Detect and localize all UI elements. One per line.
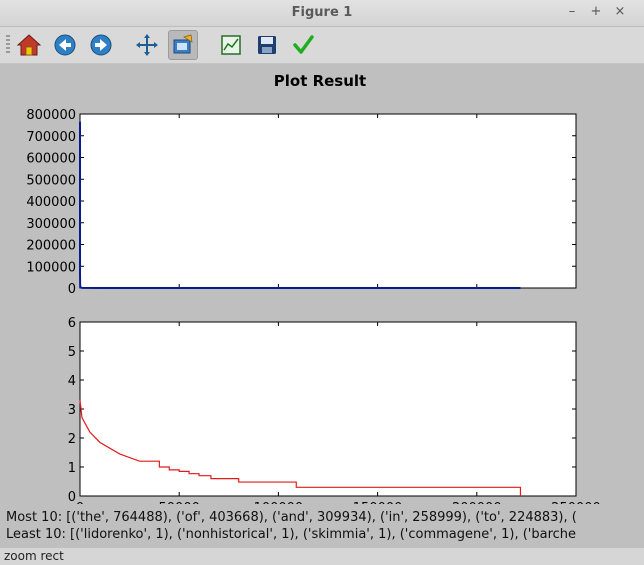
bottom-ytick-label: 4 xyxy=(68,374,76,389)
top-ytick-label: 200000 xyxy=(26,239,76,254)
status-text: zoom rect xyxy=(4,549,64,563)
edit-axes-button[interactable] xyxy=(288,30,318,60)
forward-icon xyxy=(90,34,112,56)
minimize-button[interactable]: – xyxy=(568,4,576,19)
top-ytick-label: 500000 xyxy=(26,173,76,188)
close-button[interactable]: × xyxy=(614,4,626,19)
pan-icon xyxy=(136,34,158,56)
bottom-xtick-label: 250000 xyxy=(551,501,601,504)
top-ytick-label: 400000 xyxy=(26,195,76,210)
top-ytick-label: 700000 xyxy=(26,130,76,145)
bottom-xtick-label: 200000 xyxy=(452,501,502,504)
subplots-icon xyxy=(221,35,241,55)
window-title: Figure 1 xyxy=(291,5,353,20)
least-10-text: Least 10: [('lidorenko', 1), ('nonhistor… xyxy=(6,527,577,542)
bottom-xtick-label: 100000 xyxy=(254,501,304,504)
bottom-ytick-label: 5 xyxy=(68,345,76,360)
toolbar xyxy=(0,27,644,64)
axes-top-frame xyxy=(79,113,577,289)
top-ytick-label: 100000 xyxy=(26,260,76,275)
top-series-line xyxy=(79,121,521,289)
bottom-xtick-label: 0 xyxy=(76,501,84,504)
top-ytick-label: 600000 xyxy=(26,152,76,167)
bottom-ytick-label: 1 xyxy=(68,461,76,476)
figure-canvas[interactable]: Plot Result 0 100000 200000 300000 400000 500… xyxy=(0,64,644,548)
back-button[interactable] xyxy=(50,30,80,60)
back-icon xyxy=(54,34,76,56)
pan-button[interactable] xyxy=(132,30,162,60)
subplots-button[interactable] xyxy=(216,30,246,60)
zoom-rect-icon xyxy=(173,34,193,54)
home-button[interactable] xyxy=(14,30,44,60)
bottom-ytick-label: 2 xyxy=(68,432,76,447)
figure-title: Plot Result xyxy=(274,72,366,90)
plot-area: Plot Result 0100000200000300000400000500… xyxy=(26,72,601,504)
axes-bottom: 0 1 2 3 4 5 6 0 50000 100000 150000 200000 250000 xyxy=(68,316,601,504)
check-icon xyxy=(293,35,314,54)
forward-button[interactable] xyxy=(86,30,116,60)
maximize-button[interactable]: + xyxy=(590,4,602,19)
bottom-ytick-label: 3 xyxy=(68,403,76,418)
bottom-xtick-label: 150000 xyxy=(353,501,403,504)
bottom-xtick-label: 50000 xyxy=(159,501,200,504)
toolbar-grip[interactable] xyxy=(6,35,10,55)
save-button[interactable] xyxy=(252,30,282,60)
title-bar[interactable]: Figure 1 – + × xyxy=(0,0,644,27)
bottom-ytick-label: 6 xyxy=(68,316,76,331)
top-ytick-label: 800000 xyxy=(26,108,76,123)
zoom-rect-button[interactable] xyxy=(168,30,198,60)
axes-bottom-frame xyxy=(79,321,577,497)
top-ytick-label: 0 xyxy=(68,282,76,297)
axes-top: 0 100000 200000 300000 400000 500000 600000 700… xyxy=(26,108,577,297)
bottom-series-line xyxy=(79,400,522,496)
bottom-ytick-label: 0 xyxy=(68,490,76,504)
most-10-text: Most 10: [('the', 764488), ('of', 403668… xyxy=(6,510,577,525)
save-icon xyxy=(258,36,276,54)
home-icon xyxy=(17,34,41,56)
status-bar: zoom rect xyxy=(0,547,644,565)
top-ytick-label: 300000 xyxy=(26,217,76,232)
